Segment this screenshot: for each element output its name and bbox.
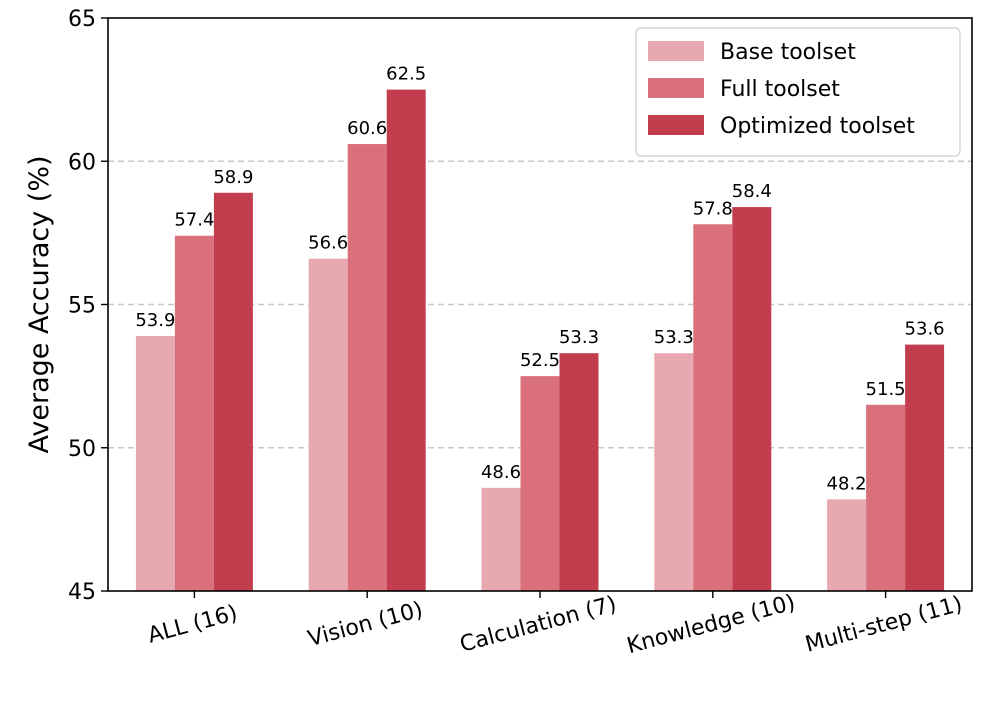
legend: Base toolset Full toolset Optimized toolse… [635,27,961,157]
bar-value-label: 56.6 [308,233,348,254]
bar [827,499,867,591]
bar [481,487,521,591]
x-tick-label: Multi-step (11) [803,592,965,658]
y-tick-label: 65 [68,7,96,32]
bar-value-label: 53.3 [654,327,694,348]
bar-value-label: 58.9 [213,167,253,188]
bar-value-label: 51.5 [866,379,906,400]
bar-value-label: 52.5 [520,350,560,371]
bar [654,353,694,591]
bar-value-label: 53.3 [559,327,599,348]
bar-value-label: 58.4 [732,181,772,202]
bar-value-labels: 53.957.458.956.660.662.548.652.553.3 53.3… [135,64,944,495]
bars [135,89,945,592]
bar [308,258,348,591]
y-axis-title: Average Accuracy (%) [24,155,55,453]
y-tick-label: 50 [68,437,96,462]
legend-label: Full toolset [720,77,840,102]
bar-value-label: 48.2 [827,473,867,494]
bar [386,89,426,591]
y-tick-label: 55 [68,294,96,319]
x-tick-label: ALL (16) [145,601,240,649]
legend-label: Optimized toolset [720,114,915,139]
bar [905,344,945,591]
bar-value-label: 48.6 [481,462,521,483]
bar [520,376,560,591]
bar-value-label: 62.5 [386,64,426,85]
bar-value-label: 57.4 [174,210,214,231]
legend-swatch [648,78,704,98]
x-axis-ticks: ALL (16) Vision (10) Calculation (7) Knowle… [145,590,965,659]
bar [866,404,906,591]
bar [213,192,253,591]
bar-value-label: 60.6 [347,118,387,139]
legend-swatch [648,115,704,135]
bar-value-label: 57.8 [693,198,733,219]
bar [347,144,387,591]
bar [559,353,599,591]
bar [135,336,175,591]
y-axis-ticks: 45 50 55 60 65 [68,7,108,605]
bar-value-label: 53.6 [905,319,945,340]
bar [732,207,772,591]
bar [174,235,214,592]
x-tick-label: Knowledge (10) [624,590,798,659]
bar [693,224,733,591]
x-tick-label: Calculation (7) [457,592,619,658]
legend-label: Base toolset [720,40,856,65]
legend-swatch [648,41,704,61]
y-tick-label: 60 [68,150,96,175]
y-tick-label: 45 [68,580,96,605]
legend-box [635,27,961,157]
bar-value-label: 53.9 [135,310,175,331]
x-tick-label: Vision (10) [305,597,425,652]
